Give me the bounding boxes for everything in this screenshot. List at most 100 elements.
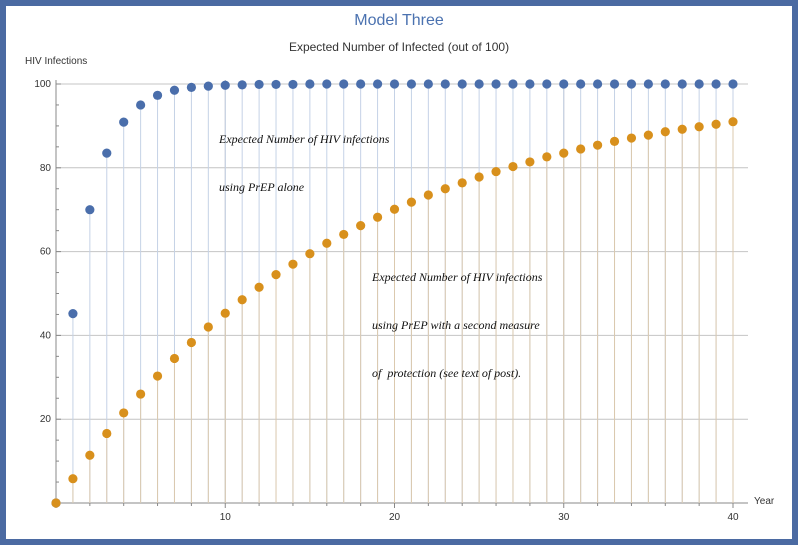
x-tick-label: 10 [220, 512, 232, 523]
annotation-line: Expected Number of HIV infections [372, 270, 543, 284]
annotation-prep-alone: Expected Number of HIV infections using … [219, 99, 389, 227]
x-axis-label: Year [754, 496, 775, 507]
series-1-point [440, 79, 450, 89]
series-1-point [559, 79, 569, 89]
series-2-point [237, 295, 247, 305]
series-2-point [542, 152, 552, 162]
chart-frame: 10 20 30 40 20 40 60 80 100 Model Three Expected… [6, 6, 792, 539]
x-tick-label: 20 [389, 512, 401, 523]
y-axis-label: HIV Infections [25, 56, 88, 67]
series-1-point [305, 79, 315, 89]
series-1-point [220, 80, 230, 90]
series-1-point [389, 79, 400, 89]
series-1-point [728, 79, 738, 89]
y-tick-label: 100 [34, 79, 51, 90]
series-2-point [457, 178, 467, 188]
series-2-point [339, 229, 349, 240]
series-1-point [677, 79, 687, 89]
series-2-point [254, 282, 264, 292]
series-1-point [660, 79, 670, 89]
series-2-point [51, 498, 61, 508]
series-2-point [288, 259, 298, 269]
series-1-point [356, 79, 366, 89]
annotation-line: using PrEP alone [219, 180, 305, 194]
series-2-point [85, 450, 95, 460]
chart-subtitle: Expected Number of Infected (out of 100) [288, 40, 510, 54]
series-2-point [186, 337, 196, 348]
y-tick-label: 60 [40, 247, 52, 258]
series-2-point [305, 249, 315, 259]
series-2-point [322, 238, 332, 248]
series-2-point [169, 353, 180, 364]
series-2-point [525, 157, 535, 167]
series-1-point [474, 79, 484, 89]
series-1-point [542, 79, 552, 89]
series-2-point [508, 161, 518, 172]
series-2-point [559, 148, 569, 158]
series-2-point [694, 122, 704, 132]
series-1-point [254, 79, 264, 90]
series-2-point [474, 172, 484, 182]
series-1-point [322, 79, 332, 89]
series-2-point [643, 130, 653, 140]
series-1-point [203, 81, 213, 91]
series-1-point [288, 79, 298, 90]
series-1-point [372, 79, 383, 89]
x-tick-label: 30 [558, 512, 570, 523]
y-tick-label: 40 [40, 330, 52, 341]
series-1-point [152, 90, 163, 100]
series-2-point [423, 190, 433, 200]
series-2-point [203, 322, 213, 332]
series-1-point [508, 79, 518, 89]
series-2-point [152, 371, 163, 381]
series-1-point [339, 79, 349, 89]
series-2-point [711, 119, 721, 129]
y-tick-label: 20 [40, 414, 52, 425]
series-1-point [457, 79, 467, 89]
series-1-point [609, 79, 620, 89]
y-tick-label: 80 [40, 163, 52, 174]
series-2-point [593, 140, 603, 150]
series-1-point [576, 79, 586, 89]
series-2-point [356, 221, 366, 231]
series-2-point [372, 212, 383, 222]
series-1-point [491, 79, 501, 89]
series-1-point [593, 79, 603, 89]
series-1-point [119, 117, 129, 127]
series-1-point [406, 79, 417, 89]
series-2-point [491, 166, 501, 177]
series-2-point [102, 428, 112, 439]
series-1-point [711, 79, 721, 89]
series-1-point [186, 82, 196, 92]
annotation-prep-second-measure: Expected Number of HIV infections using … [372, 237, 542, 413]
series-2-point [626, 133, 637, 143]
annotation-line: using PrEP with a second measure [372, 318, 540, 332]
series-1-point [136, 100, 146, 110]
series-2-point [660, 127, 670, 137]
series-1-point [102, 148, 112, 158]
x-tick-label: 40 [727, 512, 739, 523]
annotation-line: of protection (see text of post). [372, 366, 522, 380]
series-2-point [220, 308, 230, 318]
series-2-point [136, 389, 146, 399]
series-1-point [169, 85, 180, 95]
series-1-point [237, 80, 247, 90]
series-2-point [440, 184, 450, 194]
series-2-point [576, 144, 586, 154]
series-2-point [728, 117, 738, 127]
series-1-point [694, 79, 704, 89]
series-1-point [271, 79, 281, 90]
series-1-point [643, 79, 653, 89]
series-1-point [423, 79, 433, 89]
series-1-point [68, 309, 78, 319]
chart-svg: 10 20 30 40 20 40 60 80 100 [34, 79, 748, 523]
series-2-point [677, 124, 687, 134]
series-2-point [68, 474, 78, 484]
series-2-point [119, 408, 129, 418]
series-1-point [85, 205, 95, 215]
series-1-point [525, 79, 535, 89]
series-2-point [609, 136, 620, 147]
series-1-point [626, 79, 637, 89]
series-2-point [406, 197, 417, 207]
chart-title: Model Three [354, 12, 444, 29]
